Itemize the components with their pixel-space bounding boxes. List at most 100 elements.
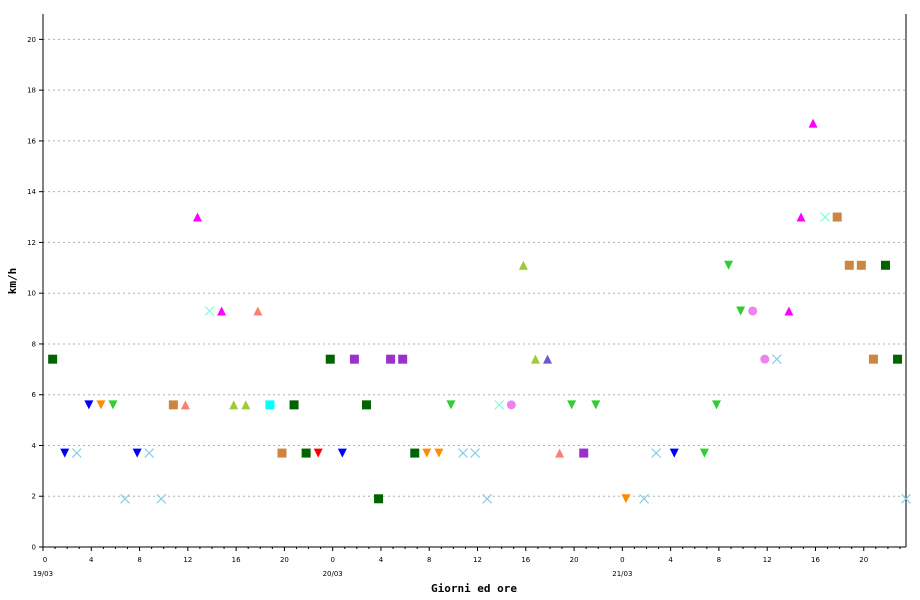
x-tick-label: 12: [473, 556, 482, 564]
date-label: 21/03: [612, 570, 632, 578]
point-cross: [120, 493, 131, 504]
point-circle: [760, 354, 770, 364]
x-tick-label: 0: [43, 556, 47, 564]
point-triangle-up: [555, 448, 565, 458]
point-triangle-down: [567, 400, 577, 410]
point-square: [856, 260, 866, 270]
point-cross: [156, 493, 167, 504]
point-triangle-up: [808, 118, 818, 128]
point-triangle-up: [543, 354, 553, 364]
point-triangle-down: [60, 448, 70, 458]
point-triangle-up: [192, 212, 202, 222]
point-cross: [901, 493, 911, 504]
point-square: [277, 448, 287, 458]
point-square: [168, 400, 178, 410]
point-square: [868, 354, 878, 364]
x-tick-label: 16: [811, 556, 820, 564]
point-triangle-up: [784, 306, 794, 316]
point-triangle-down: [669, 448, 679, 458]
point-circle: [748, 306, 758, 316]
point-square: [374, 494, 384, 504]
point-triangle-down: [446, 400, 456, 410]
x-tick-label: 0: [330, 556, 334, 564]
x-tick-label: 16: [521, 556, 530, 564]
x-tick-label: 20: [859, 556, 868, 564]
x-tick-label: 12: [183, 556, 192, 564]
point-triangle-up: [253, 306, 263, 316]
date-label: 20/03: [323, 570, 343, 578]
point-triangle-down: [108, 400, 118, 410]
point-triangle-up: [530, 354, 540, 364]
point-cross: [494, 399, 505, 410]
point-square: [349, 354, 359, 364]
x-tick-label: 8: [137, 556, 141, 564]
x-tick-label: 8: [717, 556, 721, 564]
y-axis-title: km/h: [6, 268, 19, 295]
point-square: [289, 400, 299, 410]
point-cross: [71, 448, 82, 459]
point-triangle-down: [699, 448, 709, 458]
point-cross: [651, 448, 662, 459]
point-square: [301, 448, 311, 458]
point-cross: [470, 448, 481, 459]
y-tick-label: 8: [32, 340, 36, 348]
y-tick-label: 20: [27, 36, 36, 44]
y-tick-label: 12: [27, 239, 36, 247]
y-tick-label: 14: [27, 188, 36, 196]
point-square: [844, 260, 854, 270]
point-cross: [771, 354, 782, 365]
point-triangle-up: [217, 306, 227, 316]
point-triangle-up: [796, 212, 806, 222]
point-triangle-down: [313, 448, 323, 458]
x-tick-label: 4: [89, 556, 94, 564]
point-triangle-down: [712, 400, 722, 410]
tick-marks: 0 2 4 6 8 10 12 14 16 18 20 0 4 8 12 16 20 0 4 8 12 16 20 0 4 8 12…: [27, 36, 901, 578]
point-triangle-up: [229, 400, 239, 410]
point-cross: [458, 448, 468, 459]
point-square: [48, 354, 58, 364]
point-triangle-down: [337, 448, 347, 458]
gridlines: [43, 38, 906, 497]
point-square: [386, 354, 396, 364]
y-tick-label: 16: [27, 137, 36, 145]
point-square: [880, 260, 890, 270]
point-triangle-down: [434, 448, 444, 458]
axes: [42, 14, 907, 548]
point-triangle-down: [621, 494, 631, 504]
point-circle: [506, 400, 516, 410]
point-square: [325, 354, 335, 364]
point-square: [832, 212, 842, 222]
y-tick-label: 0: [32, 544, 36, 552]
x-tick-label: 20: [570, 556, 579, 564]
point-triangle-down: [591, 400, 601, 410]
y-tick-label: 10: [27, 290, 36, 298]
point-cross: [820, 212, 831, 222]
point-triangle-down: [422, 448, 432, 458]
x-tick-label: 16: [232, 556, 241, 564]
x-tick-label: 4: [379, 556, 384, 564]
point-triangle-up: [518, 260, 528, 270]
point-square: [361, 400, 371, 410]
data-points: [48, 118, 911, 504]
point-cross: [204, 306, 215, 316]
y-tick-label: 4: [32, 442, 37, 450]
point-triangle-down: [84, 400, 94, 410]
date-label: 19/03: [33, 570, 53, 578]
x-axis-title: Giorni ed ore: [431, 582, 517, 595]
point-square: [579, 448, 589, 458]
x-tick-label: 8: [427, 556, 431, 564]
point-cross: [482, 493, 493, 504]
point-triangle-down: [132, 448, 142, 458]
point-cross: [144, 448, 155, 459]
point-square: [893, 354, 903, 364]
point-square: [398, 354, 408, 364]
y-tick-label: 18: [27, 87, 36, 95]
y-tick-label: 6: [32, 391, 37, 399]
x-tick-label: 0: [620, 556, 624, 564]
point-square: [410, 448, 420, 458]
point-triangle-up: [180, 400, 190, 410]
point-triangle-down: [724, 260, 734, 270]
point-triangle-down: [96, 400, 106, 410]
point-triangle-down: [736, 306, 746, 316]
